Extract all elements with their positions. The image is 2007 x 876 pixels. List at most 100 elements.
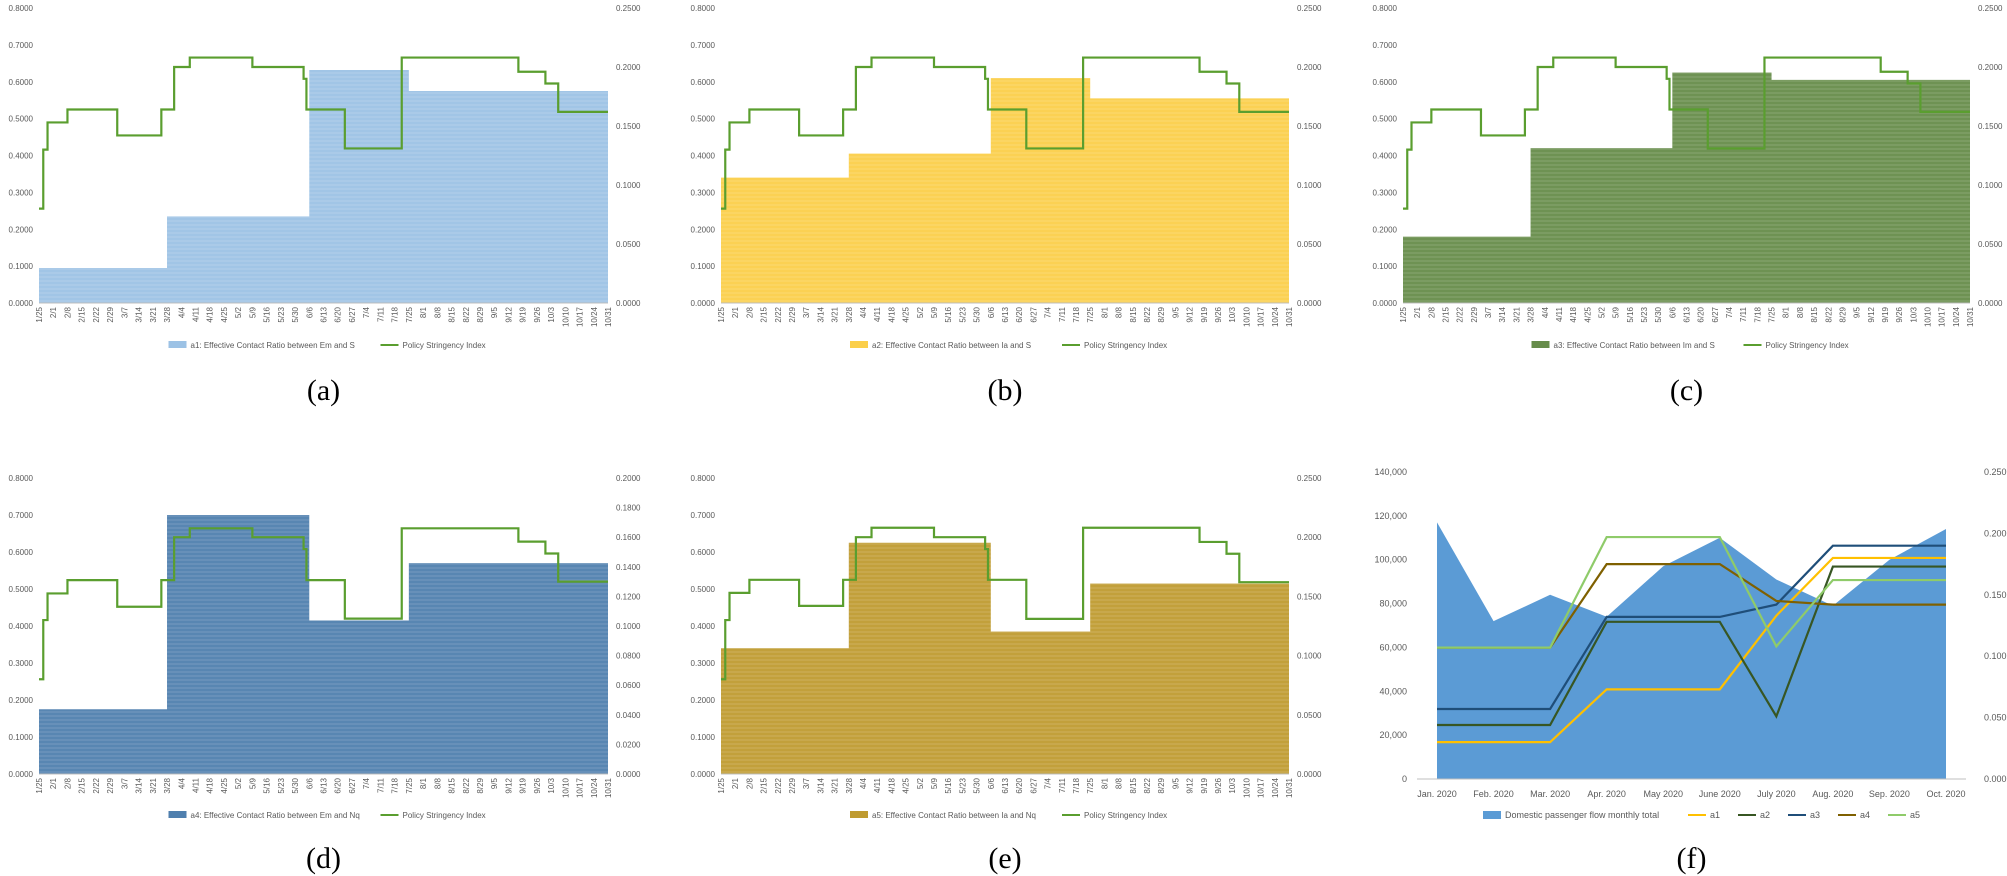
x-tick-label: 6/27 (1029, 306, 1038, 322)
x-tick-label: 3/7 (802, 777, 811, 789)
x-tick-label: 6/6 (987, 306, 996, 318)
x-tick-label: 2/22 (1456, 306, 1465, 322)
x-tick-label: 4/4 (177, 306, 186, 318)
x-tick-label: 8/29 (476, 777, 485, 793)
x-tick-label: 2/8 (745, 306, 754, 318)
x-tick-label: 9/19 (519, 306, 528, 322)
x-tick-label: 5/30 (973, 306, 982, 322)
x-tick-label: 7/11 (376, 306, 385, 322)
x-tick-label: 8/22 (1143, 777, 1152, 793)
x-tick-label: 3/14 (135, 777, 144, 793)
right-axis-tick-label: 0.0000 (616, 299, 641, 308)
x-tick-label: 9/26 (533, 777, 542, 793)
left-axis-tick-label: 0.8000 (691, 474, 716, 483)
panel-e: 0.0000 0.1000 0.2000 0.3000 0.4000 0.5000 0.60… (691, 474, 1322, 875)
right-axis-tick-label: 0.0500 (1978, 240, 2003, 249)
x-tick-label: 3/7 (120, 306, 129, 318)
left-axis-tick-label: 0.2000 (691, 225, 716, 234)
x-tick-label: 5/2 (234, 777, 243, 789)
right-axis-tick-label: 0.100 (1984, 651, 2007, 661)
right-axis-tick-label: 0.2000 (616, 474, 641, 483)
x-tick-label: 4/4 (859, 306, 868, 318)
x-tick-label: 4/18 (887, 306, 896, 322)
x-tick-label: 10/31 (1966, 306, 1975, 327)
x-tick-label: 6/20 (1015, 306, 1024, 322)
left-axis-tick-label: 140,000 (1374, 467, 1407, 477)
legend-swatch-area (850, 341, 868, 348)
x-tick-label: 5/16 (944, 306, 953, 322)
x-tick-label: 7/4 (362, 777, 371, 789)
x-tick-label: 9/12 (504, 306, 513, 322)
x-tick-label: 5/16 (1626, 306, 1635, 322)
right-axis-tick-label: 0.1200 (616, 592, 641, 601)
left-axis-tick-label: 0.8000 (9, 474, 34, 483)
x-tick-label: 9/19 (1200, 777, 1209, 793)
right-axis-tick-label: 0.1000 (616, 622, 641, 631)
x-tick-label: 6/6 (987, 777, 996, 789)
legend-label-a3: a3 (1810, 810, 1820, 820)
x-tick-label: 2/29 (106, 777, 115, 793)
x-tick-label: 9/5 (490, 777, 499, 789)
x-tick-label: 10/3 (547, 306, 556, 322)
x-tick-label: 1/25 (717, 306, 726, 322)
left-axis-tick-label: 40,000 (1379, 686, 1407, 696)
x-tick-label: 8/8 (433, 306, 442, 318)
x-tick-label: 7/25 (1768, 306, 1777, 322)
policy-line (1403, 56, 1970, 210)
x-tick-label: 7/18 (1072, 306, 1081, 322)
right-axis-tick-label: 0.2500 (1297, 4, 1322, 13)
x-tick-label: 5/30 (1654, 306, 1663, 322)
right-axis-tick-label: 0.1500 (1297, 592, 1322, 601)
x-tick-label: 9/26 (533, 306, 542, 322)
left-axis-tick-label: 0.1000 (9, 262, 34, 271)
legend-swatch-passenger (1483, 811, 1501, 819)
x-tick-label: 5/2 (1597, 306, 1606, 318)
x-tick-label: 9/19 (1200, 306, 1209, 322)
x-tick-label: 6/20 (334, 777, 343, 793)
panel-label: (e) (988, 842, 1021, 875)
left-axis-tick-label: 0.4000 (1373, 152, 1398, 161)
x-tick-label: 6/20 (1015, 777, 1024, 793)
x-tick-label: 8/22 (1143, 306, 1152, 322)
left-axis-tick-label: 80,000 (1379, 599, 1407, 609)
legend-label-policy: Policy Stringency Index (1766, 341, 1849, 350)
x-tick-label: 9/26 (1895, 306, 1904, 322)
x-tick-label: 6/6 (305, 306, 314, 318)
x-tick-label: 8/1 (1782, 306, 1791, 318)
x-tick-label: 7/4 (1044, 306, 1053, 318)
x-tick-label: Oct. 2020 (1926, 789, 1965, 799)
x-tick-label: 8/22 (1824, 306, 1833, 322)
left-axis-tick-label: 0.7000 (1373, 41, 1398, 50)
x-tick-label: 2/29 (1470, 306, 1479, 322)
x-tick-label: 10/10 (1242, 306, 1251, 327)
left-axis-tick-label: 0.1000 (9, 733, 34, 742)
x-tick-label: 2/15 (78, 306, 87, 322)
x-tick-label: 10/17 (576, 777, 585, 798)
x-tick-label: 2/8 (63, 306, 72, 318)
left-axis-tick-label: 0.1000 (691, 262, 716, 271)
policy-line (39, 527, 608, 681)
left-axis-tick-label: 0.0000 (9, 770, 34, 779)
left-axis-tick-label: 0.0000 (1373, 299, 1398, 308)
x-tick-label: 8/15 (448, 777, 457, 793)
left-axis-tick-label: 0.3000 (691, 659, 716, 668)
x-tick-label: 9/12 (1186, 306, 1195, 322)
left-axis-tick-label: 0.4000 (9, 622, 34, 631)
left-axis-tick-label: 0.4000 (9, 152, 34, 161)
x-tick-label: 3/21 (149, 306, 158, 322)
panel-d: 0.0000 0.1000 0.2000 0.3000 0.4000 0.5000 0.60… (9, 474, 641, 875)
x-tick-label: 6/13 (1001, 306, 1010, 322)
x-tick-label: 10/24 (1271, 306, 1280, 327)
left-axis-tick-label: 0.5000 (1373, 115, 1398, 124)
x-tick-label: Apr. 2020 (1587, 789, 1626, 799)
x-tick-label: 4/11 (873, 306, 882, 322)
line-series-a5 (1437, 535, 1946, 649)
x-tick-label: 10/31 (1285, 777, 1294, 798)
right-axis-tick-label: 0.2500 (1297, 474, 1322, 483)
right-axis-tick-label: 0.1500 (616, 122, 641, 131)
policy-line (721, 56, 1289, 210)
left-axis-tick-label: 0.3000 (1373, 188, 1398, 197)
x-tick-label: 5/30 (291, 306, 300, 322)
left-axis-tick-label: 0.0000 (691, 299, 716, 308)
x-tick-label: 1/25 (35, 306, 44, 322)
